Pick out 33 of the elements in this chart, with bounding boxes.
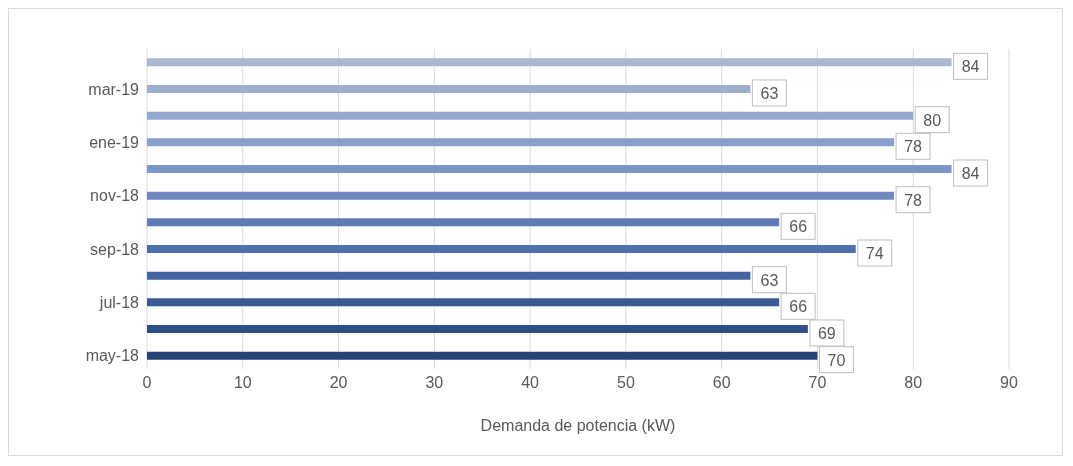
y-tick-label: sep-18 bbox=[90, 240, 140, 258]
x-tick-label: 40 bbox=[521, 374, 540, 392]
x-tick-label: 50 bbox=[616, 374, 635, 392]
x-tick-label: 10 bbox=[233, 374, 252, 392]
data-label: 84 bbox=[961, 165, 980, 182]
data-label: 74 bbox=[865, 245, 884, 262]
x-tick-label: 90 bbox=[1000, 374, 1018, 392]
data-label: 78 bbox=[904, 138, 923, 156]
data-label: 78 bbox=[904, 191, 923, 209]
data-label: 69 bbox=[817, 325, 836, 342]
y-tick-label: may-18 bbox=[85, 347, 140, 365]
data-label: 70 bbox=[827, 351, 846, 369]
x-tick-label: 0 bbox=[142, 374, 152, 392]
data-label: 63 bbox=[760, 271, 779, 289]
x-tick-label: 20 bbox=[329, 374, 348, 392]
y-tick-label: jul-18 bbox=[98, 294, 140, 312]
x-tick-label: 80 bbox=[904, 374, 923, 392]
data-label: 63 bbox=[760, 85, 779, 102]
y-tick-label: nov-18 bbox=[90, 187, 140, 205]
bar bbox=[147, 165, 952, 173]
bar bbox=[147, 325, 808, 333]
y-tick-label: mar-19 bbox=[88, 80, 140, 98]
data-label: 84 bbox=[961, 58, 980, 76]
data-label: 66 bbox=[789, 298, 808, 316]
x-tick-label: 30 bbox=[425, 374, 444, 392]
bar bbox=[147, 245, 856, 253]
data-label: 66 bbox=[789, 218, 808, 236]
x-axis-title: Demanda de potencia (kW) bbox=[480, 417, 676, 434]
x-tick-label: 70 bbox=[808, 374, 827, 392]
data-label: 80 bbox=[923, 111, 942, 129]
y-tick-label: ene-19 bbox=[89, 134, 140, 152]
x-tick-label: 60 bbox=[712, 374, 731, 392]
bar bbox=[147, 85, 751, 93]
